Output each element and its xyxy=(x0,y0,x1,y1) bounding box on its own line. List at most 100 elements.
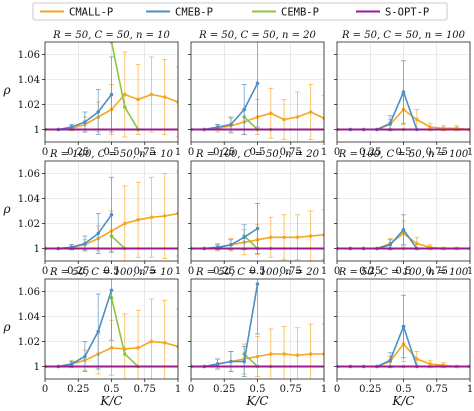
data-point-cmeb-p xyxy=(83,354,87,359)
x-tick-label: 0.25 xyxy=(359,384,381,395)
x-tick-label: 0.5 xyxy=(104,147,120,158)
data-point-cmall-p xyxy=(295,235,300,240)
x-tick-label: 0.75 xyxy=(426,384,448,395)
panel-series xyxy=(191,279,324,379)
legend-label-cmall-p: CMALL-P xyxy=(69,7,113,19)
x-tick-label: 0 xyxy=(42,147,48,158)
panels: R = 50, C = 50, n = 10 0 0.25 0.5 0.75 1 1 1.02… xyxy=(2,30,473,408)
data-point-cmall-p xyxy=(322,232,324,237)
x-axis-label: K/C xyxy=(99,394,122,408)
x-tick-label: 0.5 xyxy=(104,266,120,277)
x-tick-label: 0.75 xyxy=(280,384,302,395)
data-point-cmeb-p xyxy=(96,231,100,236)
x-axis-label: K/C xyxy=(391,394,414,408)
x-tick-label: 0.75 xyxy=(280,147,302,158)
data-point-cmeb-p xyxy=(96,329,100,334)
data-point-cmall-p xyxy=(428,362,432,366)
panel-title: R = 50, C = 50, n = 10 xyxy=(52,30,170,41)
panel-series xyxy=(45,279,178,379)
data-point-cmeb-p xyxy=(109,288,114,293)
data-point-cmeb-p xyxy=(69,125,74,129)
x-axis-label: K/C xyxy=(245,394,268,408)
data-point-cmeb-p xyxy=(109,212,114,217)
x-tick-label: 0.5 xyxy=(396,266,412,277)
data-point-cmeb-p xyxy=(229,122,233,127)
panel-5: R = 100, C = 50, n = 200 0.25 0.5 0.75 1 xyxy=(188,149,327,277)
panel-series xyxy=(45,42,178,138)
y-tick-label: 1.06 xyxy=(18,169,40,180)
x-tick-label: 0.5 xyxy=(104,384,120,395)
panel-series xyxy=(337,294,470,369)
x-tick-label: 0.25 xyxy=(213,266,235,277)
data-point-cmeb-p xyxy=(255,282,260,286)
x-tick-label: 0.75 xyxy=(426,266,448,277)
data-point-cmall-p xyxy=(162,340,167,345)
x-tick-label: 1 xyxy=(467,266,473,277)
legend: CMALL-P CMEB-P CEMB-P S-OPT-P xyxy=(32,2,448,21)
data-point-cmall-p xyxy=(123,92,127,97)
panel-title: R = 50, C = 100, n = 20 xyxy=(195,267,320,278)
data-point-cmeb-p xyxy=(401,90,406,94)
x-tick-label: 1 xyxy=(467,384,473,395)
y-tick-label: 1.06 xyxy=(18,287,40,298)
data-point-cmeb-p xyxy=(215,125,220,129)
y-tick-label: 1.04 xyxy=(18,312,40,323)
panel-title: R = 50, C = 100, n = 10 xyxy=(49,267,174,278)
y-tick-label: 1.02 xyxy=(18,219,40,230)
data-point-cmeb-p xyxy=(242,235,246,240)
data-point-cmeb-p xyxy=(229,359,233,364)
x-tick-label: 0.75 xyxy=(134,266,156,277)
x-tick-label: 0 xyxy=(334,384,340,395)
x-tick-label: 0.5 xyxy=(396,147,412,158)
y-axis-label: ρ xyxy=(2,202,10,216)
data-point-cmeb-p xyxy=(109,92,114,97)
x-tick-label: 0 xyxy=(188,384,194,395)
data-point-cemb-p xyxy=(123,352,127,356)
panel-7: R = 50, C = 100, n = 100 0.25 0.5 0.75 111.0… xyxy=(2,267,181,408)
legend-label-cemb-p: CEMB-P xyxy=(281,7,319,19)
data-point-cmall-p xyxy=(415,357,419,361)
data-point-cmeb-p xyxy=(229,242,233,247)
data-point-cmall-p xyxy=(255,354,260,359)
x-tick-label: 0.75 xyxy=(426,147,448,158)
y-tick-label: 1 xyxy=(34,362,40,373)
data-point-cmall-p xyxy=(295,353,300,358)
x-tick-label: 1 xyxy=(321,147,327,158)
y-axis-label: ρ xyxy=(2,320,10,334)
data-point-cmall-p xyxy=(308,352,313,356)
data-point-cmall-p xyxy=(322,116,324,121)
x-tick-label: 0.25 xyxy=(67,384,89,395)
x-tick-label: 0.25 xyxy=(359,266,381,277)
x-tick-label: 0.25 xyxy=(213,147,235,158)
data-point-cmall-p xyxy=(269,235,273,240)
data-point-cmeb-p xyxy=(388,121,393,126)
data-point-cmall-p xyxy=(282,235,286,240)
x-tick-label: 0.75 xyxy=(134,147,156,158)
panel-2: R = 50, C = 50, n = 20 0 0.25 0.5 0.75 1 xyxy=(188,30,327,158)
panel-series xyxy=(191,42,324,142)
data-point-cmall-p xyxy=(176,211,178,216)
y-tick-label: 1 xyxy=(34,244,40,255)
x-tick-label: 0.25 xyxy=(67,147,89,158)
x-tick-label: 0 xyxy=(334,266,340,277)
panel-4: R = 100, C = 50, n = 100 0.25 0.5 0.75 111.0… xyxy=(2,149,181,277)
data-point-cmall-p xyxy=(308,110,313,114)
panel-8: R = 50, C = 100, n = 200 0.25 0.5 0.75 1K/C xyxy=(188,267,327,408)
x-tick-label: 0.5 xyxy=(250,384,266,395)
data-point-cemb-p xyxy=(109,42,114,44)
data-point-cmall-p xyxy=(149,92,154,97)
data-point-cmall-p xyxy=(269,352,273,356)
panel-3: R = 50, C = 50, n = 100 0 0.25 0.5 0.75 1 xyxy=(334,30,473,158)
x-tick-label: 0.75 xyxy=(280,266,302,277)
panel-series xyxy=(337,60,470,132)
data-point-cmeb-p xyxy=(242,107,246,112)
y-tick-label: 1.02 xyxy=(18,337,40,348)
data-point-cmall-p xyxy=(269,111,273,116)
data-point-cmall-p xyxy=(136,217,140,222)
panel-title: R = 50, C = 50, n = 20 xyxy=(198,30,316,41)
data-point-cmall-p xyxy=(428,125,432,129)
panel-title: R = 50, C = 100, n = 100 xyxy=(338,267,469,278)
x-tick-label: 0.75 xyxy=(134,384,156,395)
data-point-cmall-p xyxy=(295,115,300,119)
